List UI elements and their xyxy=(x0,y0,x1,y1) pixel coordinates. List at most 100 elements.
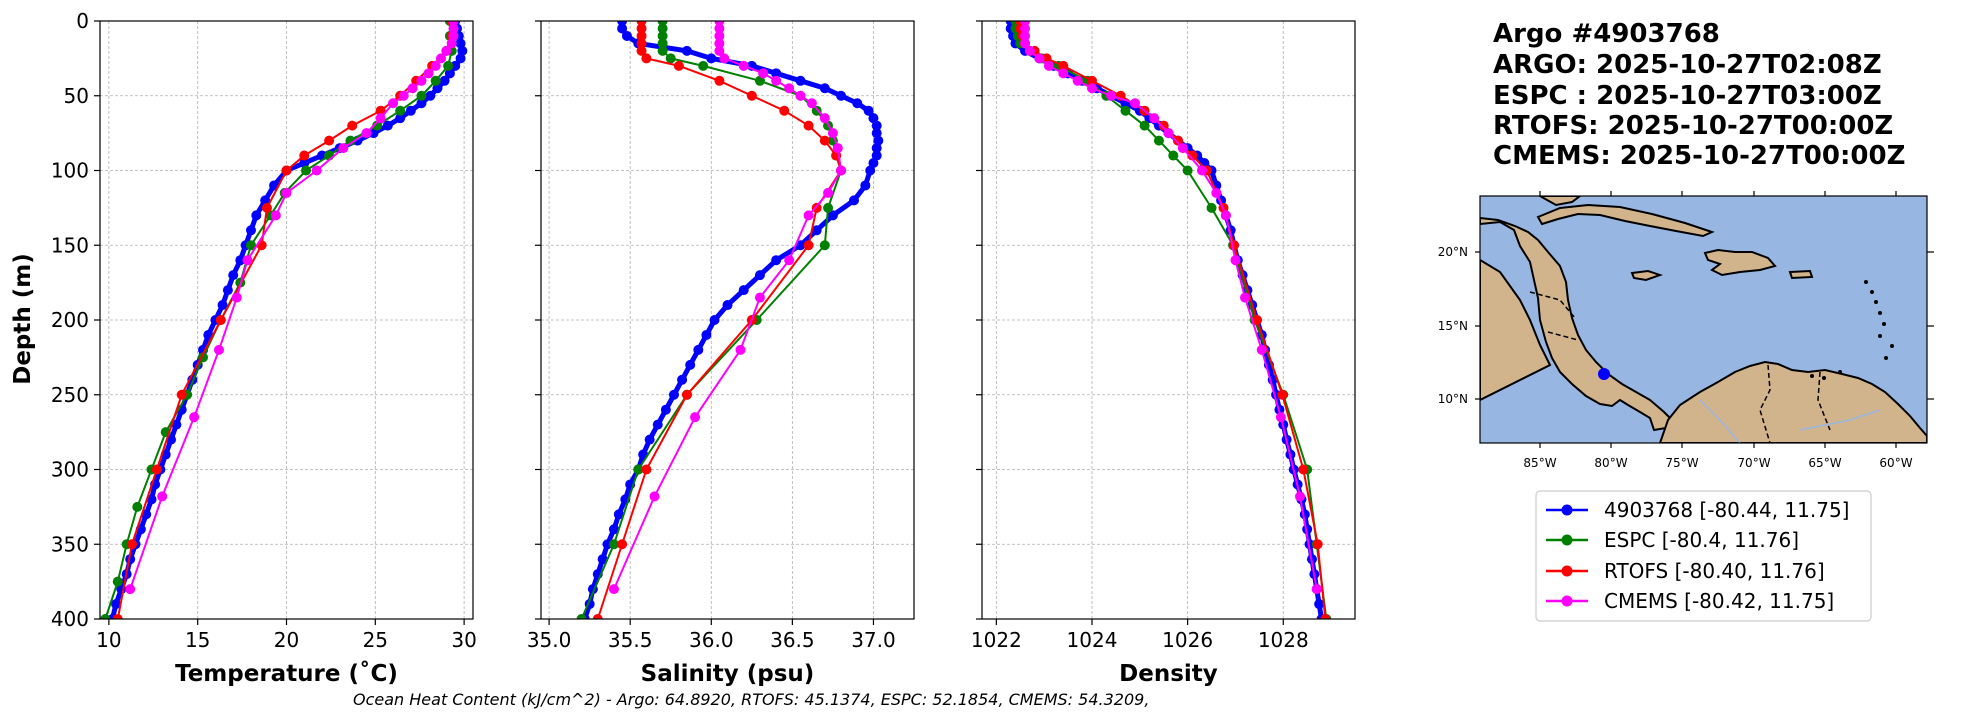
data-point-argo xyxy=(868,158,879,169)
data-point-argo xyxy=(754,270,765,281)
data-point-argo xyxy=(1314,599,1325,610)
legend: 4903768 [-80.44, 11.75] ESPC [-80.4, 11.… xyxy=(1535,490,1872,622)
data-point-espc xyxy=(823,202,834,213)
data-point-cmems xyxy=(714,30,725,41)
data-point-cmems xyxy=(754,292,765,303)
data-point-argo xyxy=(668,389,679,400)
data-point-cmems xyxy=(735,344,746,355)
map-lon-label: 65°W xyxy=(1808,456,1841,470)
title-line: ESPC : 2025-10-27T03:00Z xyxy=(1493,81,1882,111)
legend-marker xyxy=(1561,565,1573,577)
x-tick-label: 20 xyxy=(274,628,299,652)
data-point-argo xyxy=(652,419,663,430)
series-argo xyxy=(579,21,884,619)
hispaniola-land xyxy=(1703,248,1777,277)
data-point-argo xyxy=(771,68,782,79)
data-point-cmems xyxy=(1058,68,1069,79)
y-tick-label: 150 xyxy=(51,233,89,257)
data-point-rtofs xyxy=(1086,75,1097,86)
data-point-argo xyxy=(110,599,121,610)
data-point-cmems xyxy=(1086,83,1097,94)
map-lat-label: 20°N xyxy=(1438,245,1468,259)
data-point-argo xyxy=(827,210,838,221)
cuba-land xyxy=(1536,203,1715,238)
data-point-cmems xyxy=(832,143,843,154)
data-point-cmems xyxy=(1024,45,1035,56)
legend-label: CMEMS [-80.42, 11.75] xyxy=(1604,589,1834,613)
data-point-espc xyxy=(112,576,123,587)
map-rivers xyxy=(1699,399,1881,443)
data-point-rtofs xyxy=(636,45,647,56)
data-point-cmems xyxy=(714,45,725,56)
y-tick-label: 100 xyxy=(51,159,89,183)
float-position-marker xyxy=(1598,368,1610,380)
x-tick-label: 35.5 xyxy=(608,628,653,652)
data-point-argo xyxy=(228,270,239,281)
data-point-espc xyxy=(1153,135,1164,146)
data-point-cmems xyxy=(803,210,814,221)
data-point-rtofs xyxy=(617,539,628,550)
data-point-argo xyxy=(701,329,712,340)
data-point-cmems xyxy=(1020,30,1031,41)
data-point-espc xyxy=(245,240,256,251)
data-point-cmems xyxy=(311,165,322,176)
data-point-espc xyxy=(608,539,619,550)
data-point-rtofs xyxy=(299,150,310,161)
title-line: ARGO: 2025-10-27T02:08Z xyxy=(1493,50,1882,80)
data-point-argo xyxy=(865,165,876,176)
y-tick-label: 200 xyxy=(51,308,89,332)
map-lat-label: 15°N xyxy=(1438,319,1468,333)
legend-entry: 4903768 [-80.44, 11.75] xyxy=(1546,498,1849,522)
data-point-rtofs xyxy=(636,23,647,34)
data-point-cmems xyxy=(795,90,806,101)
data-point-rtofs xyxy=(1277,389,1288,400)
data-point-cmems xyxy=(1220,210,1231,221)
data-point-rtofs xyxy=(1312,539,1323,550)
data-point-argo xyxy=(299,158,310,169)
data-point-cmems xyxy=(441,45,452,56)
data-point-cmems xyxy=(1130,98,1141,109)
depth-axis-label: Depth (m) xyxy=(10,253,36,385)
data-point-argo xyxy=(681,45,692,56)
data-point-cmems xyxy=(1275,412,1286,423)
data-point-argo xyxy=(685,359,696,370)
data-point-rtofs xyxy=(1187,150,1198,161)
data-point-argo xyxy=(444,68,455,79)
data-point-cmems xyxy=(1043,60,1054,71)
data-point-cmems xyxy=(1149,113,1160,124)
data-series xyxy=(1005,21,1332,619)
grid-lines xyxy=(982,20,1355,620)
data-point-argo xyxy=(795,75,806,86)
map-lon-label: 80°W xyxy=(1594,456,1627,470)
data-point-argo xyxy=(395,113,406,124)
data-point-rtofs xyxy=(636,38,647,49)
title-line: CMEMS: 2025-10-27T00:00Z xyxy=(1493,141,1905,171)
data-point-argo xyxy=(819,83,830,94)
data-series xyxy=(576,21,884,619)
data-point-argo xyxy=(795,240,806,251)
data-point-argo xyxy=(260,195,271,206)
data-point-argo xyxy=(416,98,427,109)
data-point-cmems xyxy=(1230,255,1241,266)
map-frame xyxy=(1479,195,1928,444)
data-point-argo xyxy=(709,315,720,325)
x-axis-label: Temperature (˚C) xyxy=(175,660,398,687)
legend-marker xyxy=(1561,504,1573,516)
legend-marker xyxy=(1561,595,1573,607)
data-point-cmems xyxy=(714,38,725,49)
data-point-cmems xyxy=(823,187,834,198)
data-point-cmems xyxy=(436,53,447,64)
legend-label: RTOFS [-80.40, 11.76] xyxy=(1604,559,1825,583)
data-point-argo xyxy=(644,434,655,445)
y-tick-label: 300 xyxy=(51,458,89,482)
data-point-argo xyxy=(382,120,393,131)
map-lon-label: 75°W xyxy=(1665,456,1698,470)
data-point-argo xyxy=(621,30,632,41)
data-point-argo xyxy=(425,90,436,101)
data-point-argo xyxy=(871,120,882,131)
data-point-espc xyxy=(395,105,406,116)
data-point-argo xyxy=(863,105,874,116)
data-point-argo xyxy=(873,135,884,146)
x-tick-label: 25 xyxy=(363,628,388,652)
legend-marker xyxy=(1561,534,1573,546)
